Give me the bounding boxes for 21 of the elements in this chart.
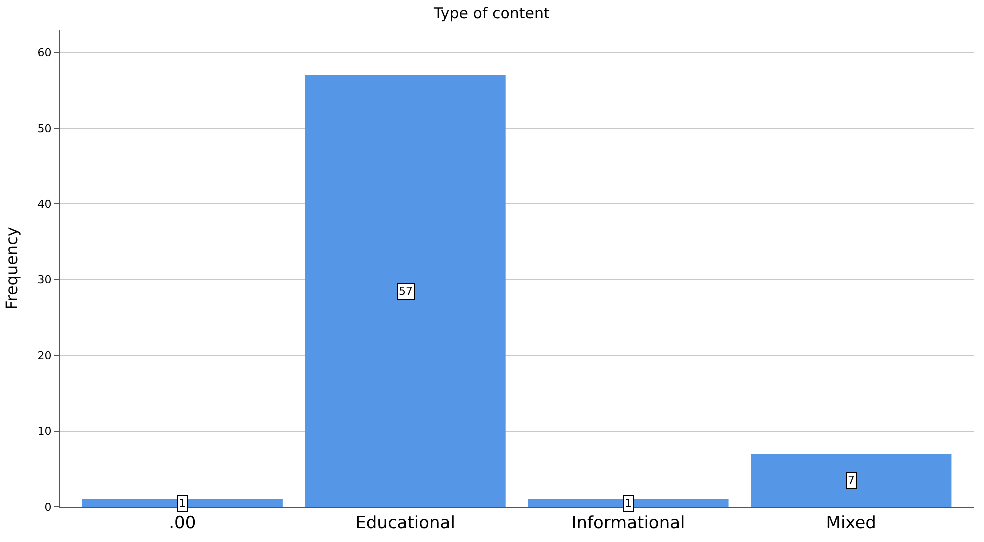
data-label: 1 (625, 497, 632, 510)
data-label: 7 (848, 474, 855, 487)
y-tick-label: 10 (38, 425, 52, 438)
bar (751, 454, 952, 507)
data-label: 1 (179, 497, 186, 510)
bar (82, 499, 283, 507)
y-tick-label: 30 (38, 274, 52, 287)
chart-title: Type of content (433, 4, 550, 23)
x-tick-label: Educational (356, 513, 456, 534)
x-tick-label: .00 (169, 513, 196, 534)
y-tick-label: 60 (38, 46, 52, 60)
y-tick-label: 50 (38, 122, 52, 136)
x-tick-label: Mixed (826, 513, 876, 534)
y-tick-label: 0 (44, 500, 52, 514)
y-axis-title: Frequency (2, 227, 22, 310)
y-tick-label: 40 (38, 198, 52, 211)
data-label: 57 (399, 285, 413, 298)
bar (305, 75, 506, 507)
y-tick-label: 20 (38, 349, 52, 362)
x-tick-label: Informational (572, 513, 686, 534)
bar (528, 499, 729, 507)
